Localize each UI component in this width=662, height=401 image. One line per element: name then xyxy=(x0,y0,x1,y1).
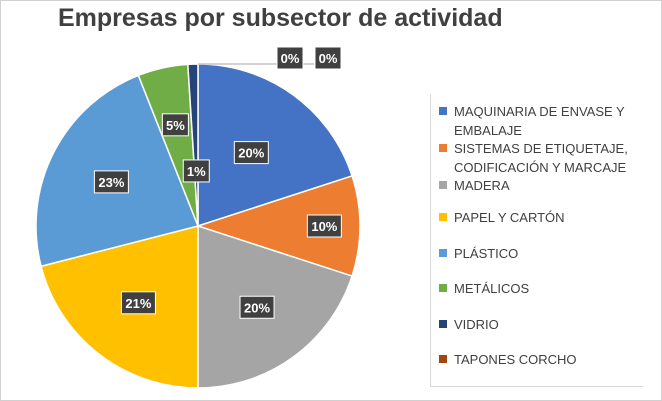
legend-item-vidrio: VIDRIO xyxy=(439,315,639,334)
legend-swatch xyxy=(439,249,447,257)
data-label-plastico: 23% xyxy=(93,170,129,194)
data-label-zero-2: 0% xyxy=(314,46,342,70)
legend-swatch xyxy=(439,181,447,189)
legend-label: SISTEMAS DE ETIQUETAJE, CODIFICACIÓN Y M… xyxy=(454,141,628,175)
svg-text:0%: 0% xyxy=(319,51,338,66)
svg-text:21%: 21% xyxy=(125,296,151,311)
pie-slice-papel-y-carton xyxy=(40,225,199,389)
svg-text:20%: 20% xyxy=(238,146,264,161)
legend-swatch xyxy=(439,320,447,328)
chart-title: Empresas por subsector de actividad xyxy=(58,4,503,32)
legend-swatch xyxy=(439,213,447,221)
legend-item-metalicos: METÁLICOS xyxy=(439,279,639,298)
legend-label: PAPEL Y CARTÓN xyxy=(454,210,565,225)
legend-swatch xyxy=(439,144,447,152)
legend-label: MADERA xyxy=(454,178,510,193)
svg-text:5%: 5% xyxy=(166,118,185,133)
svg-text:23%: 23% xyxy=(98,175,124,190)
legend-item-maquinaria-de-envase-y-embalaje: MAQUINARIA DE ENVASE Y EMBALAJE xyxy=(439,102,639,140)
pie-slice-maquinaria-de-envase-y-embalaje xyxy=(197,63,354,228)
chart-legend: MAQUINARIA DE ENVASE Y EMBALAJE SISTEMAS … xyxy=(430,94,643,387)
data-label-zero-1: 0% xyxy=(276,46,304,70)
legend-label: MAQUINARIA DE ENVASE Y EMBALAJE xyxy=(454,104,625,138)
legend-label: PLÁSTICO xyxy=(454,246,519,261)
legend-label: TAPONES CORCHO xyxy=(454,352,577,367)
data-label-papel-y-carton: 21% xyxy=(120,291,156,315)
pie-slice-sistemas-de-etiquetaje-codificacion-y-marcaje xyxy=(195,174,361,278)
pie-slice-vidrio xyxy=(187,63,199,227)
legend-item-papel-y-carton: PAPEL Y CARTÓN xyxy=(439,208,639,227)
legend-item-plastico: PLÁSTICO xyxy=(439,244,639,263)
data-label-sistemas-de-etiquetaje-codificacion-y-marcaje: 10% xyxy=(306,214,342,238)
svg-text:10%: 10% xyxy=(311,219,337,234)
data-label-madera: 20% xyxy=(239,295,275,319)
svg-text:0%: 0% xyxy=(281,51,300,66)
svg-text:20%: 20% xyxy=(244,300,270,315)
pie-slice-madera xyxy=(197,224,354,389)
legend-label: VIDRIO xyxy=(454,317,499,332)
legend-label: METÁLICOS xyxy=(454,281,530,296)
legend-item-tapones-corcho: TAPONES CORCHO xyxy=(439,350,639,369)
legend-item-madera: MADERA xyxy=(439,176,639,195)
data-label-vidrio: 1% xyxy=(182,159,210,183)
data-label-maquinaria-de-envase-y-embalaje: 20% xyxy=(233,141,269,165)
legend-swatch xyxy=(439,284,447,292)
data-label-metalicos: 5% xyxy=(161,113,189,137)
legend-swatch xyxy=(439,355,447,363)
legend-item-sistemas-de-etiquetaje-codificacion-y-marcaje: SISTEMAS DE ETIQUETAJE, CODIFICACIÓN Y M… xyxy=(439,139,639,177)
legend-swatch xyxy=(439,107,447,115)
svg-text:1%: 1% xyxy=(187,164,206,179)
